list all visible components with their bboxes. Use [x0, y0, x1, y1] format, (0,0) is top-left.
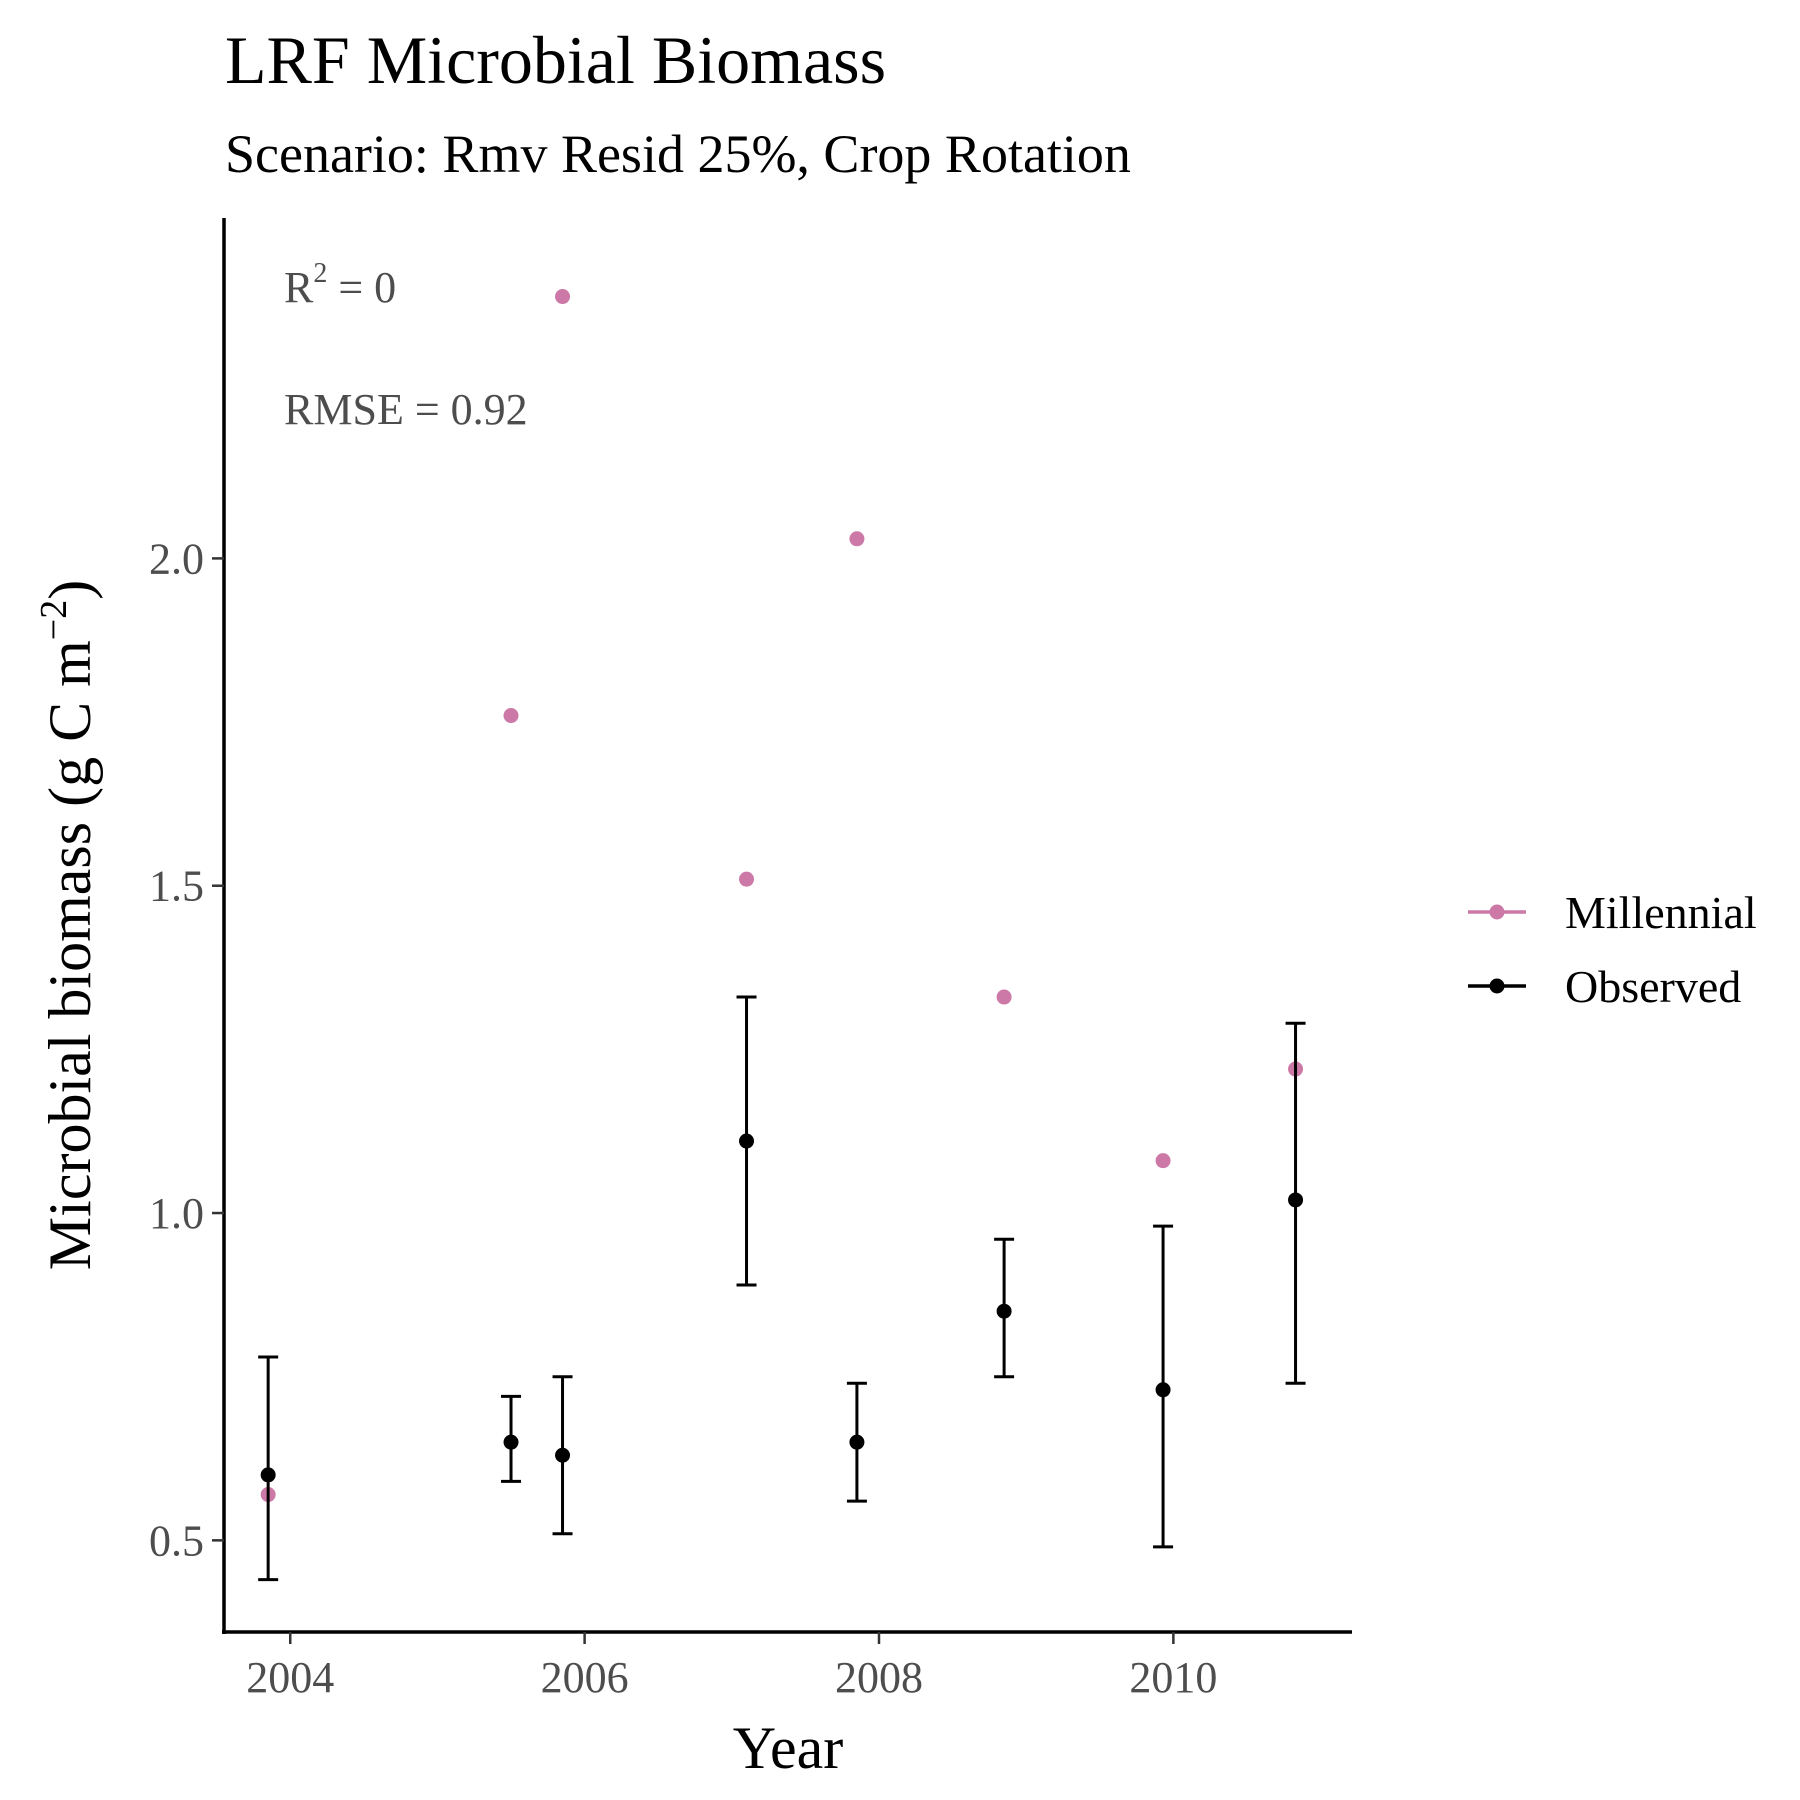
y-axis-title-superscript: −2	[33, 600, 75, 640]
millennial-point	[503, 708, 519, 724]
millennial-point	[555, 289, 571, 305]
observed-point	[1288, 1192, 1304, 1208]
observed-point	[1155, 1382, 1171, 1398]
y-tick-label: 2.0	[149, 534, 204, 583]
observed-point	[996, 1303, 1012, 1319]
r2-superscript: 2	[313, 258, 327, 289]
x-axis-title: Year	[733, 1715, 844, 1781]
observed-point	[260, 1467, 276, 1483]
chart-subtitle: Scenario: Rmv Resid 25%, Crop Rotation	[225, 124, 1131, 184]
millennial-point	[996, 989, 1012, 1005]
legend-entry: Observed	[1468, 961, 1741, 1012]
x-ticks: 2004 2006 2008 2010	[246, 1632, 1217, 1702]
x-tick-label: 2010	[1129, 1653, 1217, 1702]
millennial-point	[739, 871, 755, 887]
millennial-point	[849, 531, 865, 547]
annotations: R2 = 0 RMSE = 0.92	[284, 258, 528, 434]
r2-rest: = 0	[327, 263, 396, 312]
rmse-annotation: RMSE = 0.92	[284, 385, 528, 434]
y-tick-label: 1.0	[149, 1189, 204, 1238]
observed-point	[555, 1447, 571, 1463]
legend: Millennial Observed	[1468, 887, 1757, 1012]
r2-annotation: R2 = 0	[284, 258, 396, 312]
y-axis-title: Microbial biomass (g C m−2)	[33, 580, 103, 1270]
legend-key-point	[1489, 978, 1505, 994]
millennial-point	[1155, 1153, 1171, 1169]
y-axis-title-main: Microbial biomass (g C m	[37, 640, 103, 1270]
observed-point	[849, 1434, 865, 1450]
chart-title: LRF Microbial Biomass	[225, 22, 886, 98]
legend-label: Millennial	[1565, 887, 1757, 938]
observed-point	[503, 1434, 519, 1450]
y-ticks: 0.5 1.0 1.5 2.0	[149, 534, 224, 1565]
y-tick-label: 0.5	[149, 1516, 204, 1565]
x-tick-label: 2004	[246, 1653, 334, 1702]
legend-key-point	[1489, 904, 1505, 920]
x-tick-label: 2006	[541, 1653, 629, 1702]
legend-label: Observed	[1565, 961, 1741, 1012]
x-tick-label: 2008	[835, 1653, 923, 1702]
observed-point	[739, 1133, 755, 1149]
legend-entry: Millennial	[1468, 887, 1757, 938]
y-tick-label: 1.5	[149, 862, 204, 911]
y-axis-title-suffix: )	[37, 580, 103, 600]
r2-base: R	[284, 263, 314, 312]
points-layer	[260, 289, 1304, 1503]
errorbars-layer	[258, 995, 1306, 1582]
